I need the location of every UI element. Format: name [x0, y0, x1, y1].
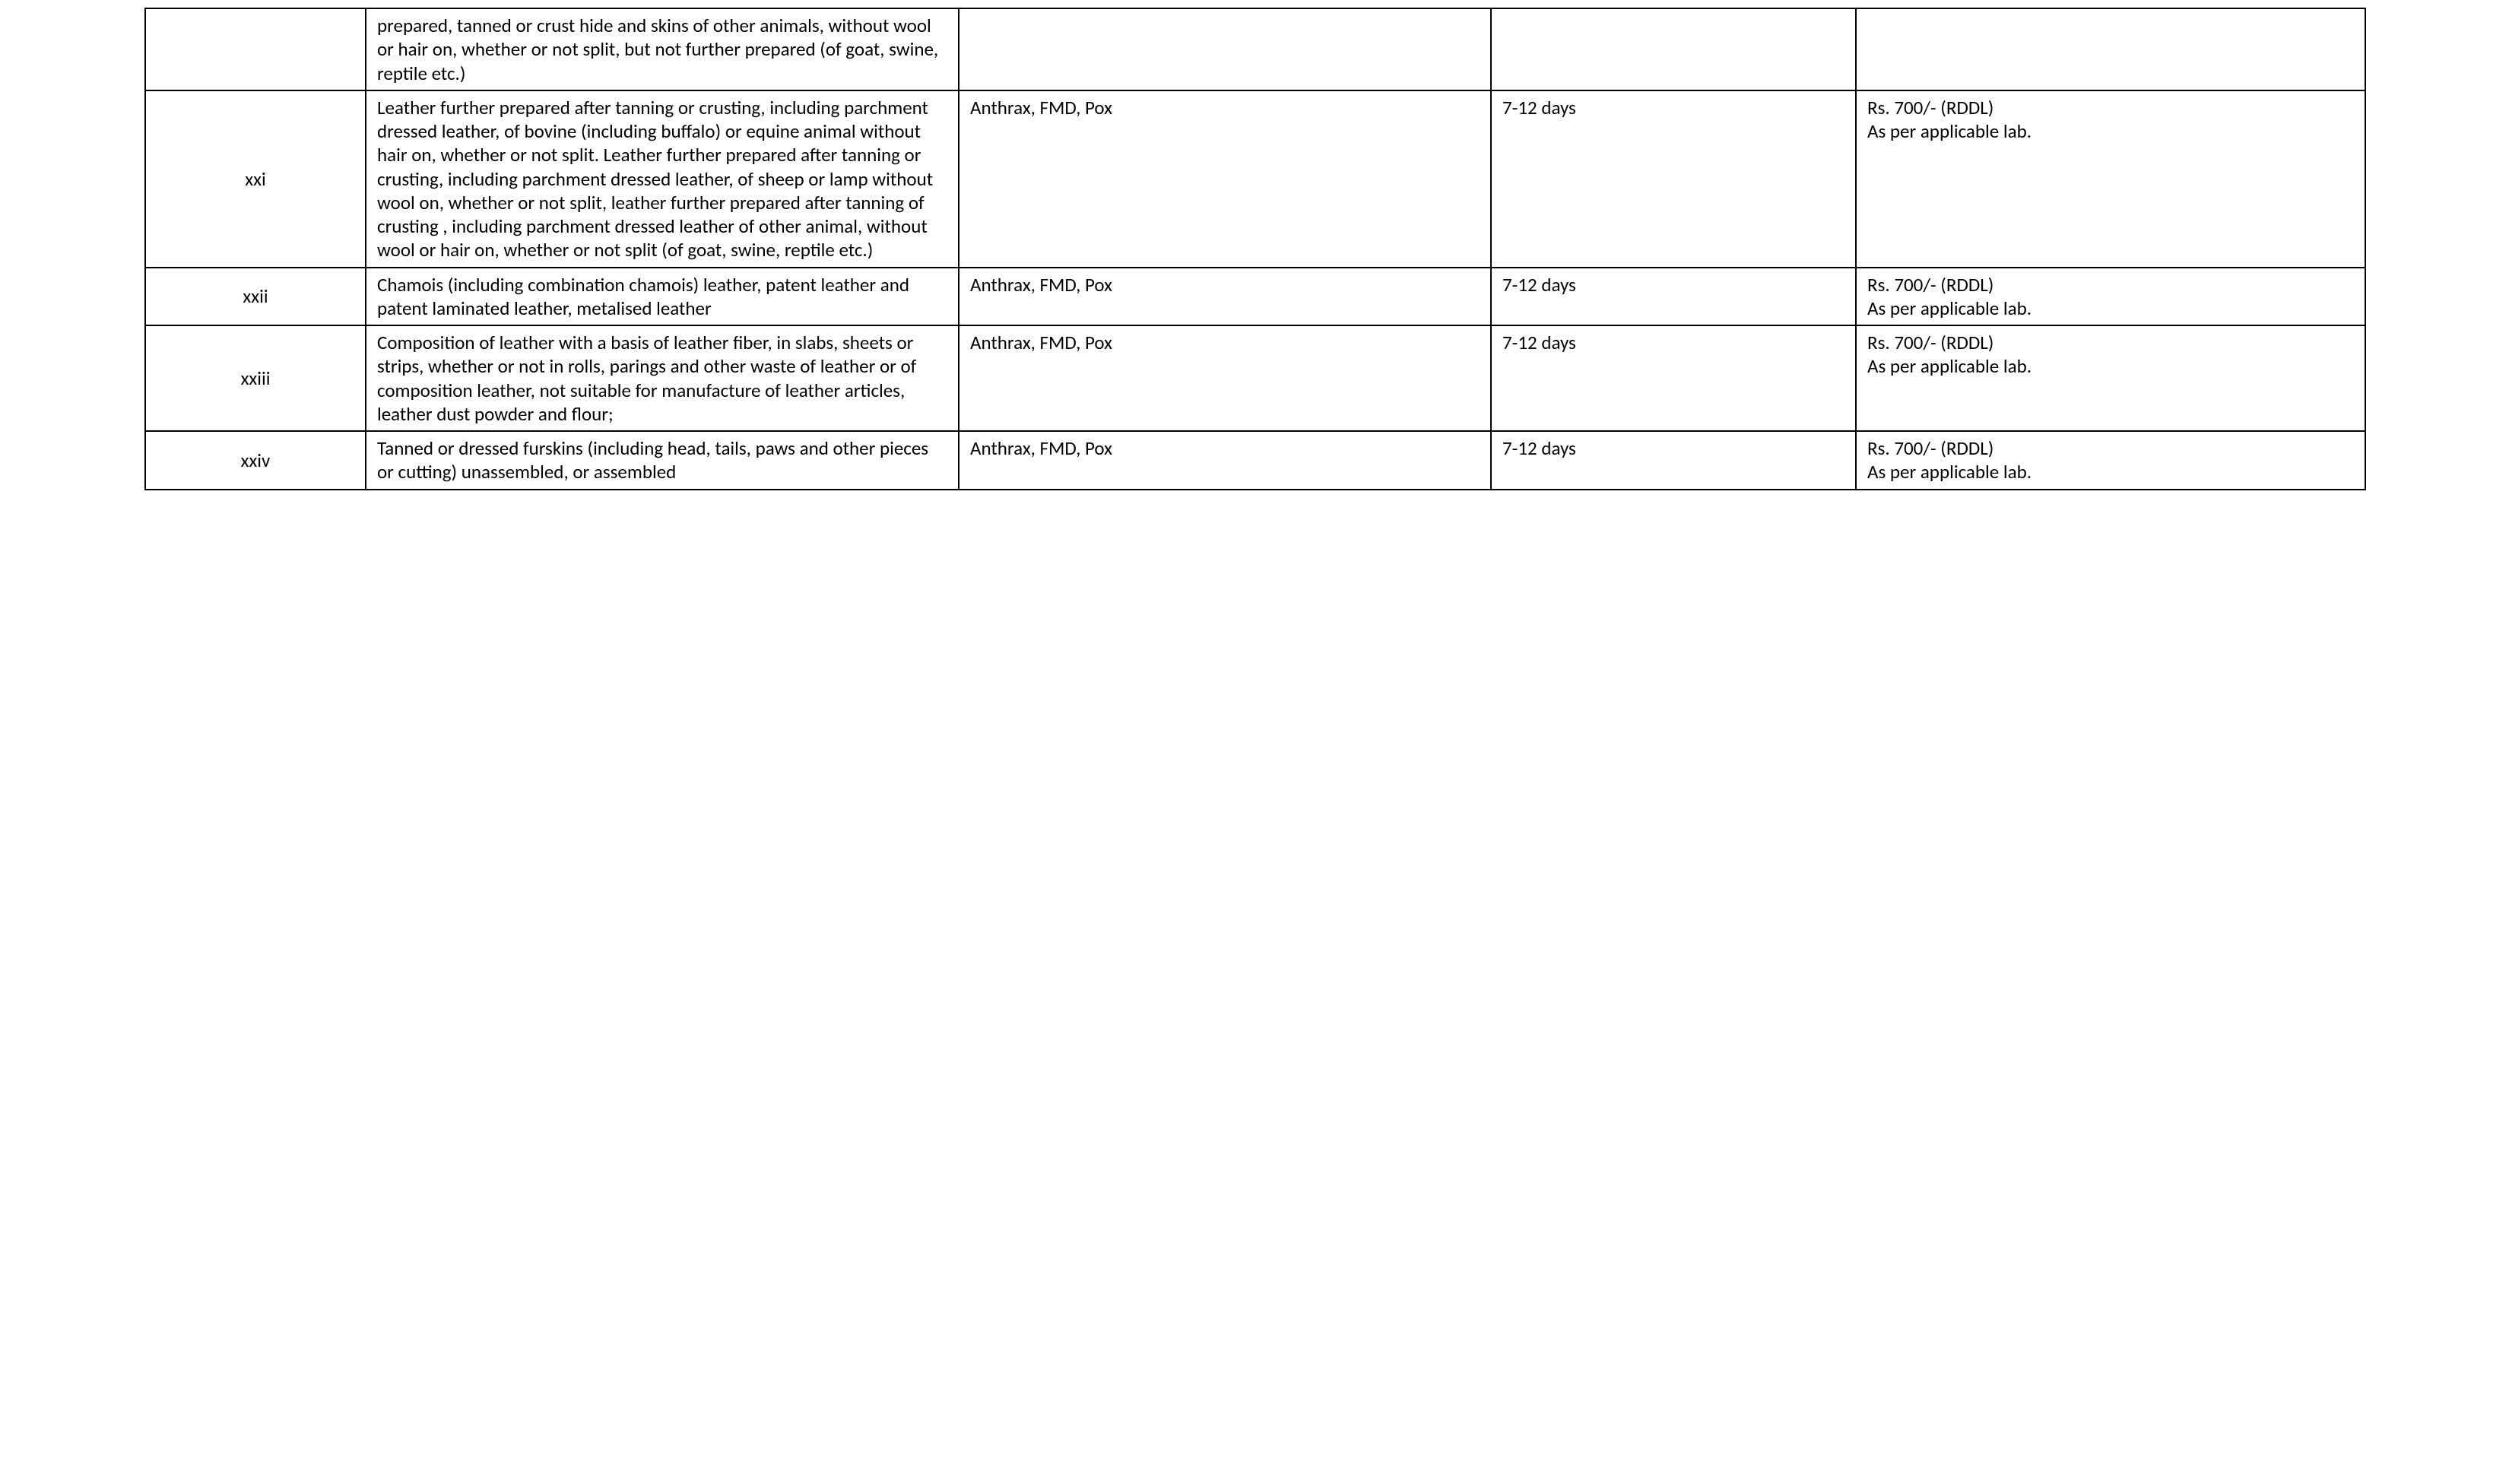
tests-cell: Anthrax, FMD, Pox: [959, 431, 1491, 490]
description-cell: Leather further prepared after tanning o…: [366, 90, 959, 268]
description-cell: prepared, tanned or crust hide and skins…: [366, 8, 959, 90]
duration-cell: 7-12 days: [1491, 90, 1856, 268]
description-cell: Composition of leather with a basis of l…: [366, 325, 959, 431]
duration-cell: 7-12 days: [1491, 268, 1856, 326]
tests-cell: [959, 8, 1491, 90]
table-row: xxiv Tanned or dressed furskins (includi…: [145, 431, 2365, 490]
table-row: xxi Leather further prepared after tanni…: [145, 90, 2365, 268]
description-cell: Chamois (including combination chamois) …: [366, 268, 959, 326]
index-cell: [145, 8, 366, 90]
tests-cell: Anthrax, FMD, Pox: [959, 90, 1491, 268]
duration-cell: 7-12 days: [1491, 325, 1856, 431]
index-cell: xxiii: [145, 325, 366, 431]
fee-cell: Rs. 700/- (RDDL) As per applicable lab.: [1856, 325, 2365, 431]
tests-cell: Anthrax, FMD, Pox: [959, 325, 1491, 431]
fee-cell: Rs. 700/- (RDDL) As per applicable lab.: [1856, 431, 2365, 490]
page: prepared, tanned or crust hide and skins…: [0, 0, 2509, 1484]
fee-cell: Rs. 700/- (RDDL) As per applicable lab.: [1856, 268, 2365, 326]
table-row: xxii Chamois (including combination cham…: [145, 268, 2365, 326]
fee-cell: [1856, 8, 2365, 90]
duration-cell: [1491, 8, 1856, 90]
description-cell: Tanned or dressed furskins (including he…: [366, 431, 959, 490]
duration-cell: 7-12 days: [1491, 431, 1856, 490]
index-cell: xxi: [145, 90, 366, 268]
index-cell: xxiv: [145, 431, 366, 490]
fee-cell: Rs. 700/- (RDDL) As per applicable lab.: [1856, 90, 2365, 268]
table-row: xxiii Composition of leather with a basi…: [145, 325, 2365, 431]
table-row: prepared, tanned or crust hide and skins…: [145, 8, 2365, 90]
tests-cell: Anthrax, FMD, Pox: [959, 268, 1491, 326]
leather-items-table: prepared, tanned or crust hide and skins…: [144, 8, 2366, 490]
index-cell: xxii: [145, 268, 366, 326]
